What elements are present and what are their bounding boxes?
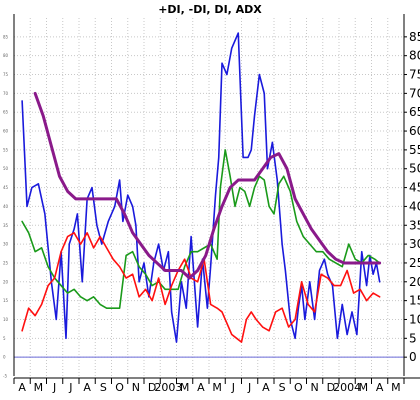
y-tick-label: 85 (409, 30, 420, 44)
x-tick-label: A (262, 381, 270, 394)
y-tick-label: 30 (409, 237, 420, 251)
x-tick-label: M (180, 381, 190, 394)
y-tick-label-left: 10 (3, 317, 9, 322)
y-tick-label: 65 (409, 105, 420, 119)
y-tick-label-left: 75 (3, 72, 9, 77)
y-tick-label: 60 (409, 124, 420, 138)
y-tick-label-left: 50 (3, 166, 9, 171)
x-tick-label: A (197, 381, 205, 394)
y-tick-label: 35 (409, 218, 420, 232)
y-tick-label: 80 (409, 49, 420, 63)
y-tick-label-left: 80 (3, 53, 9, 58)
x-tick-label: N (311, 381, 319, 394)
series-group (21, 32, 382, 343)
x-tick-label: J (231, 381, 235, 394)
y-tick-label-left: 55 (3, 147, 9, 152)
x-tick-label: M (212, 381, 222, 394)
y-tick-label-left: -5 (3, 374, 7, 379)
x-tick-label: A (376, 381, 384, 394)
y-tick-label-left: 70 (3, 91, 9, 96)
y-tick-label-left: 0 (3, 355, 6, 360)
y-tick-label: 25 (409, 256, 420, 270)
x-tick-label: M (359, 381, 369, 394)
x-tick-label: O (115, 381, 124, 394)
x-tick-label: D (148, 381, 156, 394)
series-line-adx (33, 91, 382, 280)
x-tick-label: S (279, 381, 286, 394)
y-tick-label: 20 (409, 275, 420, 289)
x-tick-label: D (327, 381, 335, 394)
x-tick-label: J (247, 381, 251, 394)
x-tick-label: M (34, 381, 44, 394)
x-tick-label: S (100, 381, 107, 394)
x-tick-label: N (132, 381, 140, 394)
y-tick-label: 0 (409, 350, 417, 364)
y-tick-label: 45 (409, 181, 420, 195)
y-tick-label-left: 30 (3, 242, 9, 247)
axes: 0055101015152020252530303535404045455050… (3, 14, 420, 394)
y-tick-label-left: 25 (3, 260, 9, 265)
series-line-plus-di (21, 149, 381, 309)
y-tick-label: 10 (409, 312, 420, 326)
x-tick-label: A (83, 381, 91, 394)
y-tick-label: 40 (409, 199, 420, 213)
y-tick-label-left: 15 (3, 298, 9, 303)
x-tick-label: O (294, 381, 303, 394)
y-tick-label-left: 40 (3, 204, 9, 209)
series-line-minus-di (21, 232, 381, 343)
y-tick-label: 75 (409, 68, 420, 82)
y-tick-label-left: 65 (3, 110, 9, 115)
x-tick-label: J (52, 381, 56, 394)
y-tick-label: 50 (409, 162, 420, 176)
y-tick-label-left: 85 (3, 34, 9, 39)
y-tick-label: 5 (409, 331, 417, 345)
x-tick-label: J (68, 381, 72, 394)
y-tick-label: 15 (409, 294, 420, 308)
y-tick-label-left: 35 (3, 223, 9, 228)
x-tick-label: M (391, 381, 401, 394)
x-tick-label: 2003 (154, 381, 182, 394)
y-tick-label: 55 (409, 143, 420, 157)
x-tick-label: 2004 (333, 381, 361, 394)
y-tick-label-left: 45 (3, 185, 9, 190)
grid (13, 18, 405, 376)
y-tick-label-left: 20 (3, 279, 9, 284)
x-tick-label: A (18, 381, 26, 394)
y-tick-label-left: 5 (3, 336, 6, 341)
y-tick-label-left: 60 (3, 129, 9, 134)
y-tick-label: 70 (409, 86, 420, 100)
chart-title: +DI, -DI, DI, ADX (158, 3, 262, 16)
